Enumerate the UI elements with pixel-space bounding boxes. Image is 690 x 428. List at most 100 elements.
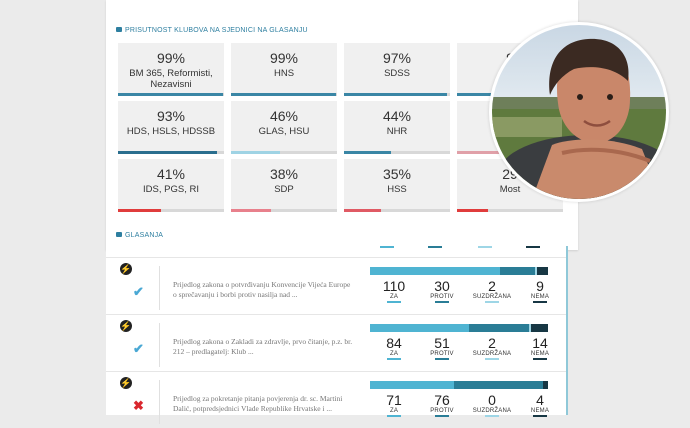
vote-count-label: SUZDRŽANA xyxy=(472,351,512,357)
attendance-bar-track xyxy=(344,209,450,212)
vote-underline xyxy=(428,246,442,248)
check-icon: ✔ xyxy=(133,284,144,299)
vote-count-against: 76 PROTIV xyxy=(422,392,462,417)
club-name: NHR xyxy=(386,126,408,137)
vote-underline xyxy=(387,415,401,417)
club-card[interactable]: 44% NHR xyxy=(344,101,450,154)
club-name: HNS xyxy=(273,68,295,79)
vote-row[interactable]: ⚡ ✖ Prijedlog za pokretanje pitanja povjer… xyxy=(106,371,568,428)
vote-underline xyxy=(533,301,547,303)
vote-bar-absent xyxy=(543,381,548,389)
vote-count-value: 14 xyxy=(532,335,548,351)
vote-count-value: 110 xyxy=(382,278,406,294)
vote-bar-against xyxy=(453,381,544,389)
vote-distribution-bar xyxy=(370,381,548,389)
club-name: GLAS, HSU xyxy=(258,126,310,137)
vote-row[interactable]: ⚡ ✔ Prijedlog zakona o potvrđivanju Konven… xyxy=(106,257,568,314)
lightning-icon: ⚡ xyxy=(120,320,132,332)
attendance-bar-fill xyxy=(231,93,336,96)
vote-count-absent: 4 NEMA xyxy=(520,392,560,417)
vote-count-label: SUZDRŽANA xyxy=(472,408,512,414)
club-attendance-percent: 93% xyxy=(156,108,186,124)
attendance-bar-track xyxy=(457,209,563,212)
attendance-bar-fill xyxy=(344,151,391,154)
club-attendance-percent: 35% xyxy=(382,166,412,182)
club-card[interactable]: 46% GLAS, HSU xyxy=(231,101,337,154)
vote-count-abstain: 0 SUZDRŽANA xyxy=(472,392,512,417)
vote-count-label: NEMA xyxy=(530,408,550,414)
vote-underline xyxy=(526,246,540,248)
vote-underline xyxy=(435,358,449,360)
vote-underline xyxy=(387,301,401,303)
vote-underline xyxy=(485,358,499,360)
club-card[interactable]: 38% SDP xyxy=(231,159,337,212)
club-attendance-percent: 99% xyxy=(269,50,299,66)
vote-count-label: NEMA xyxy=(530,294,550,300)
vote-row[interactable]: ⚡ ✔ Prijedlog zakona o Zakladi za zdravlje… xyxy=(106,314,568,371)
club-name: HDS, HSLS, HDSSB xyxy=(126,126,216,137)
vote-underline xyxy=(435,415,449,417)
club-name: IDS, PGS, RI xyxy=(143,184,199,195)
row-separator xyxy=(159,380,160,424)
vote-underline xyxy=(533,415,547,417)
club-card[interactable]: 41% IDS, PGS, RI xyxy=(118,159,224,212)
vote-count-for: 71 ZA xyxy=(374,392,414,417)
vote-count-against: 51 PROTIV xyxy=(422,335,462,360)
vote-bar-abstain xyxy=(535,267,538,275)
vote-description[interactable]: Prijedlog zakona o Zakladi za zdravlje, … xyxy=(173,337,353,356)
vote-underline xyxy=(485,415,499,417)
votes-section-title: GLASANJA xyxy=(116,232,163,239)
club-attendance-percent: 44% xyxy=(382,108,412,124)
attendance-bar-track xyxy=(118,209,224,212)
vote-count-value: 0 xyxy=(488,392,496,408)
vote-count-value: 71 xyxy=(386,392,402,408)
vote-description[interactable]: Prijedlog zakona o potvrđivanju Konvenci… xyxy=(173,280,351,299)
club-name: Most xyxy=(499,184,521,195)
vote-count-label: NEMA xyxy=(530,351,550,357)
vote-count-value: 51 xyxy=(434,335,450,351)
vote-count-value: 2 xyxy=(488,278,496,294)
vote-bar-abstain xyxy=(529,324,532,332)
club-name: BM 365, Reformisti, Nezavisni xyxy=(129,68,213,90)
check-icon: ✔ xyxy=(133,341,144,356)
vote-underline xyxy=(485,301,499,303)
vote-count-abstain: 2 SUZDRŽANA xyxy=(472,278,512,303)
vote-count-value: 4 xyxy=(536,392,544,408)
club-card[interactable]: 35% HSS xyxy=(344,159,450,212)
attendance-bar-track xyxy=(231,151,337,154)
vote-count-absent: 9 NEMA xyxy=(520,278,560,303)
club-attendance-percent: 97% xyxy=(382,50,412,66)
attendance-bar-track xyxy=(344,151,450,154)
club-attendance-percent: 38% xyxy=(269,166,299,182)
vote-count-abstain: 2 SUZDRŽANA xyxy=(472,335,512,360)
club-card[interactable]: 99% BM 365, Reformisti, Nezavisni xyxy=(118,43,224,96)
vote-count-label: ZA xyxy=(389,408,399,414)
club-card[interactable]: 93% HDS, HSLS, HDSSB xyxy=(118,101,224,154)
vote-count-value: 9 xyxy=(536,278,544,294)
attendance-bar-fill xyxy=(344,93,447,96)
vote-underline xyxy=(387,358,401,360)
vote-description[interactable]: Prijedlog za pokretanje pitanja povjeren… xyxy=(173,394,343,413)
vote-underline xyxy=(533,358,547,360)
club-name: SDSS xyxy=(384,68,410,79)
vote-count-label: PROTIV xyxy=(430,294,454,300)
club-card[interactable]: 97% SDSS xyxy=(344,43,450,96)
row-separator xyxy=(159,266,160,310)
votes-header xyxy=(106,228,578,250)
lightning-icon: ⚡ xyxy=(120,263,132,275)
vote-count-for: 84 ZA xyxy=(374,335,414,360)
vote-bar-for xyxy=(370,324,470,332)
vote-distribution-bar xyxy=(370,324,548,332)
cross-icon: ✖ xyxy=(133,398,144,413)
vote-bar-against xyxy=(469,324,530,332)
vote-count-value: 30 xyxy=(434,278,450,294)
attendance-bar-fill xyxy=(118,93,223,96)
vote-count-label: SUZDRŽANA xyxy=(472,294,512,300)
portrait-photo xyxy=(492,25,666,199)
scroll-track[interactable] xyxy=(566,246,568,415)
vote-count-absent: 14 NEMA xyxy=(520,335,560,360)
club-card[interactable]: 99% HNS xyxy=(231,43,337,96)
comment-icon xyxy=(116,27,122,32)
vote-count-label: PROTIV xyxy=(430,408,454,414)
vote-bar-absent xyxy=(531,324,548,332)
